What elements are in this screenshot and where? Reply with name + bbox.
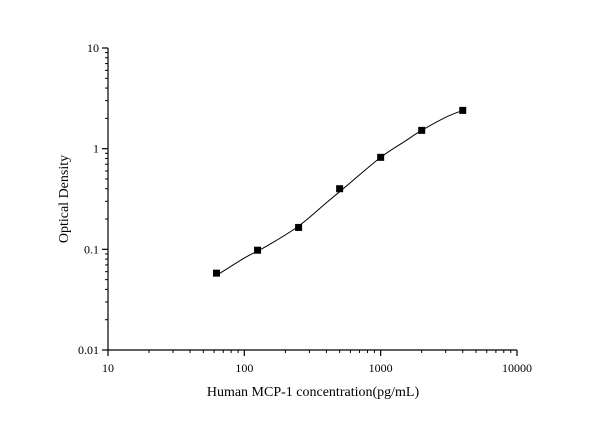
data-point xyxy=(213,269,220,277)
x-axis-label: Human MCP-1 concentration(pg/mL) xyxy=(207,385,420,400)
data-point xyxy=(377,153,385,161)
data-point xyxy=(418,126,426,134)
data-point xyxy=(254,246,262,254)
x-tick-label: 10 xyxy=(102,361,114,375)
y-tick-label: 10 xyxy=(87,41,99,55)
x-tick-label: 100 xyxy=(235,361,253,375)
data-point xyxy=(295,223,303,231)
fit-curve-line xyxy=(216,109,463,276)
data-point xyxy=(336,185,344,193)
y-tick-label: 1 xyxy=(93,142,99,156)
x-tick-label: 1000 xyxy=(369,361,393,375)
y-tick-label: 0.01 xyxy=(78,343,99,357)
axes-layer: 10 100 1000 10000 0.01 0.1 1 10 xyxy=(78,41,532,375)
y-tick-label: 0.1 xyxy=(84,242,99,256)
data-point xyxy=(459,106,467,114)
y-axis-label: Optical Density xyxy=(57,155,72,243)
data-points-layer xyxy=(213,106,467,277)
x-tick-label: 10000 xyxy=(502,361,532,375)
fit-curve-layer xyxy=(216,109,463,276)
